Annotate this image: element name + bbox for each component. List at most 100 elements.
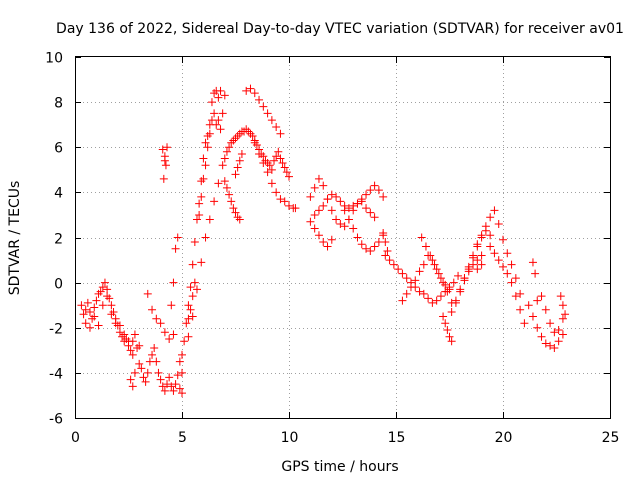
data-point xyxy=(137,364,146,373)
data-point xyxy=(90,303,99,312)
data-point xyxy=(167,301,176,310)
data-point xyxy=(184,332,193,341)
x-tick-label: 25 xyxy=(602,430,620,446)
data-point xyxy=(511,274,520,283)
data-point xyxy=(197,192,206,201)
data-point xyxy=(516,289,525,298)
data-point xyxy=(122,335,131,344)
y-tick-label: -2 xyxy=(49,322,63,338)
data-point xyxy=(528,312,537,321)
data-point xyxy=(419,260,428,269)
data-point xyxy=(255,150,264,159)
data-point xyxy=(186,283,195,292)
data-point xyxy=(460,274,469,283)
data-point xyxy=(107,301,116,310)
data-point xyxy=(537,332,546,341)
data-point xyxy=(165,373,174,382)
data-point xyxy=(248,131,257,140)
data-point xyxy=(135,359,144,368)
data-point xyxy=(558,330,567,339)
data-point xyxy=(199,174,208,183)
data-point xyxy=(272,188,281,197)
data-point xyxy=(327,206,336,215)
data-point xyxy=(556,292,565,301)
data-point xyxy=(160,156,169,165)
data-point xyxy=(402,289,411,298)
y-axis-label: SDTVAR / TECUs xyxy=(7,181,23,296)
data-point xyxy=(381,238,390,247)
data-point xyxy=(428,298,437,307)
data-point xyxy=(520,319,529,328)
data-point xyxy=(340,206,349,215)
data-point xyxy=(445,285,454,294)
data-point xyxy=(278,159,287,168)
data-point xyxy=(385,256,394,265)
data-point xyxy=(503,269,512,278)
data-point xyxy=(148,350,157,359)
data-point xyxy=(201,138,210,147)
data-point xyxy=(486,242,495,251)
data-point xyxy=(473,256,482,265)
data-point xyxy=(362,190,371,199)
data-point xyxy=(103,285,112,294)
data-point xyxy=(366,208,375,217)
data-point xyxy=(443,326,452,335)
data-point xyxy=(195,210,204,219)
data-point xyxy=(511,292,520,301)
data-point xyxy=(190,238,199,247)
data-point xyxy=(441,280,450,289)
data-point xyxy=(469,253,478,262)
data-point xyxy=(276,195,285,204)
data-point xyxy=(379,228,388,237)
data-point xyxy=(81,319,90,328)
data-point xyxy=(528,258,537,267)
data-point xyxy=(165,335,174,344)
data-point xyxy=(533,323,542,332)
data-point xyxy=(94,321,103,330)
data-point xyxy=(332,215,341,224)
data-point xyxy=(270,156,279,165)
data-point xyxy=(499,235,507,244)
data-point xyxy=(178,368,186,377)
data-point xyxy=(171,244,180,253)
data-point xyxy=(150,344,159,353)
data-point xyxy=(152,357,161,366)
data-point xyxy=(349,201,358,210)
data-point xyxy=(214,179,223,188)
data-point xyxy=(558,301,567,310)
data-point xyxy=(336,219,345,228)
data-point xyxy=(178,350,186,359)
data-point xyxy=(336,197,345,206)
data-point xyxy=(203,143,212,152)
data-point xyxy=(323,195,332,204)
data-point xyxy=(128,350,137,359)
data-point xyxy=(406,283,415,292)
data-point xyxy=(379,192,388,201)
data-point xyxy=(190,278,199,287)
data-point xyxy=(214,93,223,102)
y-tick-label: -6 xyxy=(49,412,63,428)
data-point xyxy=(486,231,495,240)
data-point xyxy=(192,215,201,224)
data-point xyxy=(499,262,507,271)
data-point xyxy=(314,231,323,240)
data-point xyxy=(541,339,550,348)
data-point xyxy=(255,95,264,104)
data-point xyxy=(210,197,219,206)
data-point xyxy=(267,179,276,188)
data-point xyxy=(477,233,486,242)
grid xyxy=(75,57,610,418)
data-point xyxy=(98,301,107,310)
data-point xyxy=(214,116,223,125)
data-point xyxy=(216,86,225,95)
data-point xyxy=(195,199,204,208)
x-axis-label: GPS time / hours xyxy=(281,459,398,475)
y-tick-label: 4 xyxy=(54,186,63,202)
data-point xyxy=(126,346,135,355)
y-tick-label: 8 xyxy=(54,96,63,112)
data-point xyxy=(357,197,366,206)
data-point xyxy=(430,260,439,269)
data-point xyxy=(246,84,255,93)
data-point xyxy=(242,86,251,95)
